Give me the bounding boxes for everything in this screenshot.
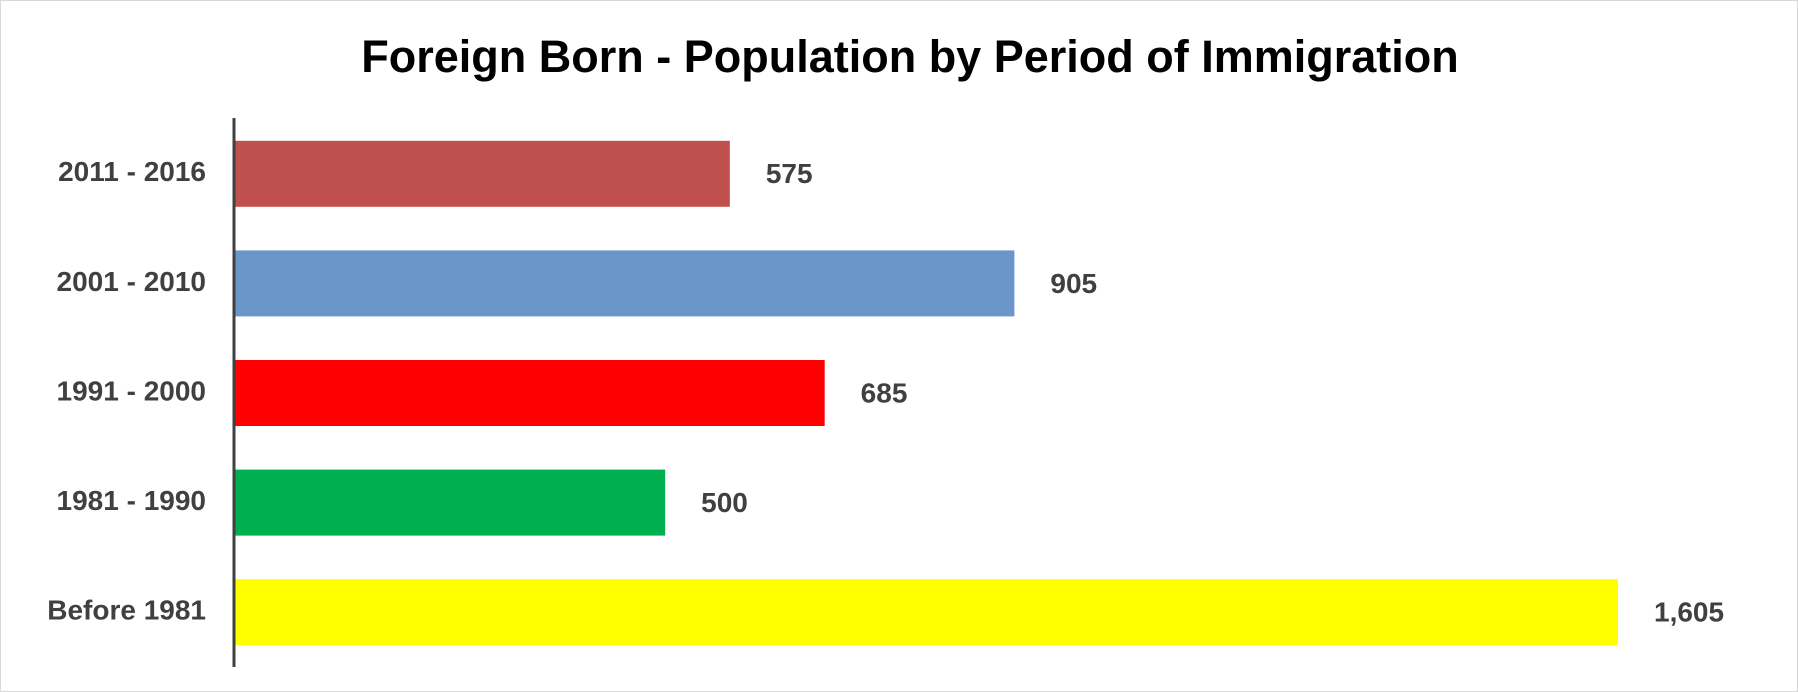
value-label: 500 xyxy=(701,487,748,518)
y-tick-label: 2011 - 2016 xyxy=(58,156,206,187)
y-tick-label: 1981 - 1990 xyxy=(57,485,206,516)
bar xyxy=(234,469,666,536)
y-tick-label: 2001 - 2010 xyxy=(57,266,206,297)
bar xyxy=(234,579,1618,646)
y-tick-label: Before 1981 xyxy=(47,595,206,626)
value-label: 575 xyxy=(766,158,813,189)
value-label: 1,605 xyxy=(1654,597,1724,628)
chart-title: Foreign Born - Population by Period of I… xyxy=(361,31,1459,82)
bar xyxy=(234,140,730,207)
y-tick-label: 1991 - 2000 xyxy=(57,375,206,406)
bar xyxy=(234,360,825,426)
bar xyxy=(234,250,1015,317)
value-label: 685 xyxy=(861,377,908,408)
value-label: 905 xyxy=(1050,268,1097,299)
